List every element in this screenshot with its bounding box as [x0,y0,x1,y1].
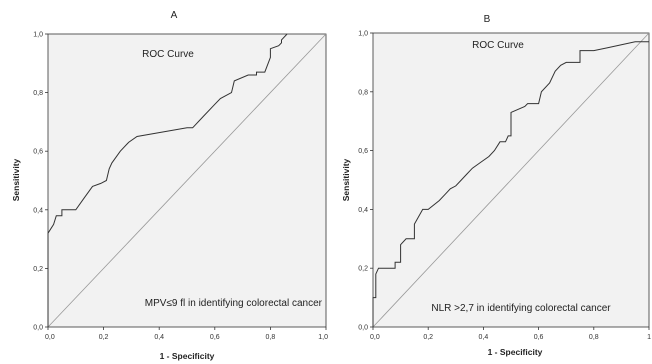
panel-a-reference-line [47,33,327,328]
panel-b-annotation: NLR >2,7 in identifying colorectal cance… [431,303,611,314]
y-tick-label: 1,0 [33,32,43,39]
panel-b-x-ticks: 0,0 0,2 0,4 0,6 0,8 1 [370,327,651,341]
y-tick-label: 1,0 [358,31,368,38]
panel-b: B 0,0 0,2 0,4 0,6 0,8 1 0,0 0,2 0,4 0,6 0,8 1,0 RO… [341,14,651,357]
panel-b-roc-curve [372,41,649,327]
panel-a-x-ticks: 0,0 0,2 0,4 0,6 0,8 1,0 [45,327,328,341]
y-tick-label: 0,0 [33,325,43,332]
panel-a: A 0,0 0,2 0,4 0,6 0,8 1,0 0,00,20,40,60,81,0 … [11,10,328,361]
x-tick-label: 0,6 [210,334,220,341]
panel-a-letter: A [171,10,178,21]
y-tick-label: 0,6 [358,148,368,155]
y-tick-label: 0,2 [33,266,43,273]
y-tick-label: 0,8 [33,90,43,97]
x-tick-label: 0,8 [589,334,599,341]
x-tick-label: 0,4 [479,334,489,341]
x-tick-label: 0,2 [99,334,109,341]
x-tick-label: 0,8 [266,334,276,341]
panel-a-y-ticks: 0,0 0,2 0,4 0,6 0,8 1,0 [33,32,48,332]
x-tick-label: 0,0 [45,334,55,341]
panel-a-roc-curve [47,33,288,327]
panel-a-y-axis-title: Sensitivity [11,158,21,201]
y-tick-label: 0,2 [358,266,368,273]
y-tick-label: 0,8 [358,89,368,96]
x-tick-label: 0,6 [534,334,544,341]
y-tick-label: 0,4 [358,207,368,214]
panel-a-x-axis-title: 1 - Specificity [160,351,215,361]
x-tick-label: 0,0 [370,334,380,341]
x-tick-label: 0,2 [423,334,433,341]
panel-b-y-ticks: 0,0 0,2 0,4 0,6 0,8 1,0 [358,31,373,332]
panel-b-letter: B [484,14,491,25]
panel-a-annotation: MPV≤9 fl in identifying colorectal cance… [145,298,323,309]
panel-a-title: ROC Curve [142,49,194,60]
panel-b-x-axis-title: 1 - Specificity [488,347,543,357]
x-tick-label: 0,4 [154,334,164,341]
x-tick-label: 1,0 [318,334,328,341]
y-tick-label: 0,6 [33,149,43,156]
panel-b-y-axis-title: Sensitivity [341,158,351,201]
y-tick-label: 0,4 [33,207,43,214]
y-tick-label: 0,0 [358,325,368,332]
x-tick-label: 1 [647,334,651,341]
panel-b-reference-line [372,32,650,328]
panel-b-title: ROC Curve [472,40,524,51]
